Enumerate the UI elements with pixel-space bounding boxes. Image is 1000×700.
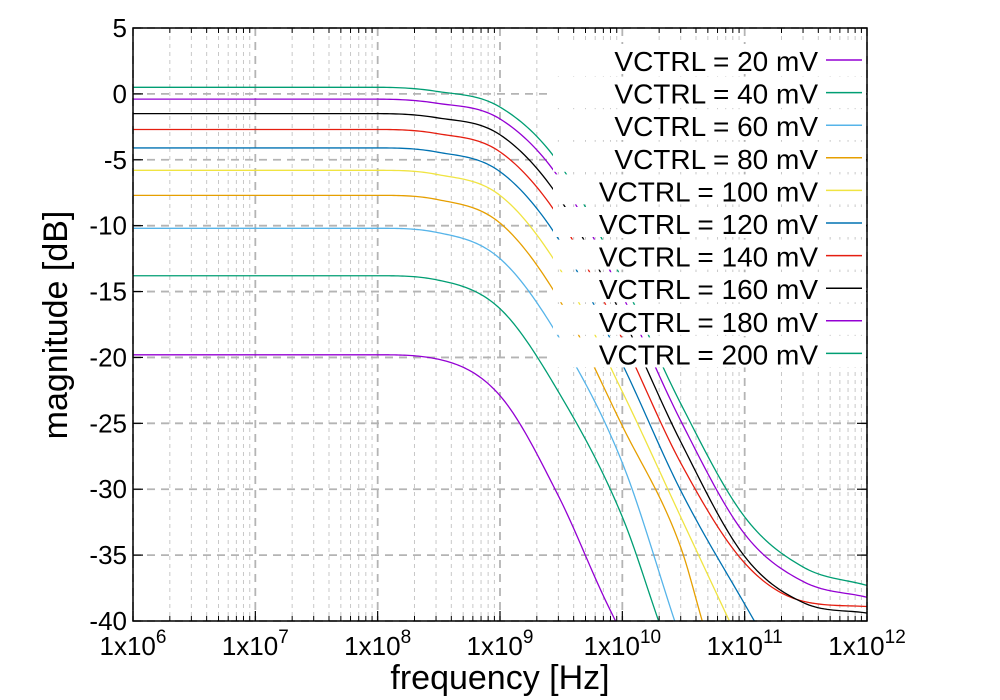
legend-background [553, 337, 866, 368]
legend-label: VCTRL = 80 mV [614, 144, 818, 175]
legend-background [553, 304, 866, 335]
y-tick-label: 0 [113, 79, 127, 109]
series-line [133, 98, 867, 598]
legend-background [553, 272, 866, 303]
y-tick-label: -40 [89, 606, 127, 636]
legend-label: VCTRL = 140 mV [599, 242, 818, 273]
legend-label: VCTRL = 120 mV [599, 209, 818, 240]
legend-background [553, 207, 866, 237]
series-line [133, 194, 703, 621]
series-line [133, 113, 867, 614]
legend-background [553, 109, 866, 140]
series-line [133, 86, 867, 587]
y-tick-label: 5 [113, 13, 127, 43]
y-tick-label: -35 [89, 540, 127, 570]
y-tick-label: -15 [89, 277, 127, 307]
legend-background [553, 174, 866, 205]
y-tick-label: -20 [89, 342, 127, 372]
series-line [133, 147, 755, 621]
legend-label: VCTRL = 40 mV [614, 79, 818, 110]
axis-ticks: 1x106 1x107 1x108 1x109 1x1010 1x1011 1x1012 5 0… [89, 13, 905, 661]
y-axis-title: magnitude [dB] [37, 211, 75, 440]
series-line [133, 169, 730, 621]
legend-background [553, 239, 866, 270]
legend-background [553, 76, 866, 107]
x-tick-label: 1x1010 [584, 627, 662, 661]
legend-label: VCTRL = 60 mV [614, 111, 818, 142]
series-lines [133, 86, 867, 621]
series-line [133, 275, 660, 621]
x-tick-label: 1x108 [344, 627, 411, 661]
y-tick-label: -25 [89, 408, 127, 438]
x-tick-label: 1x107 [222, 627, 289, 661]
x-axis-title: frequency [Hz] [390, 659, 609, 697]
x-tick-label: 1x1012 [828, 627, 906, 661]
series-line [133, 128, 867, 608]
x-tick-label: 1x106 [100, 627, 167, 661]
legend-label: VCTRL = 160 mV [599, 274, 818, 305]
x-tick-label: 1x109 [467, 627, 534, 661]
legend-label: VCTRL = 180 mV [599, 307, 818, 338]
y-tick-label: -5 [104, 145, 127, 175]
series-line [133, 227, 676, 621]
legend-background [553, 44, 866, 74]
series-line [133, 354, 617, 621]
legend-background [553, 141, 866, 172]
legend-label: VCTRL = 200 mV [599, 339, 818, 370]
y-tick-label: -10 [89, 211, 127, 241]
legend-label: VCTRL = 100 mV [599, 176, 818, 207]
legend-label: VCTRL = 20 mV [614, 46, 818, 77]
x-tick-label: 1x1011 [707, 627, 783, 661]
y-tick-label: -30 [89, 474, 127, 504]
